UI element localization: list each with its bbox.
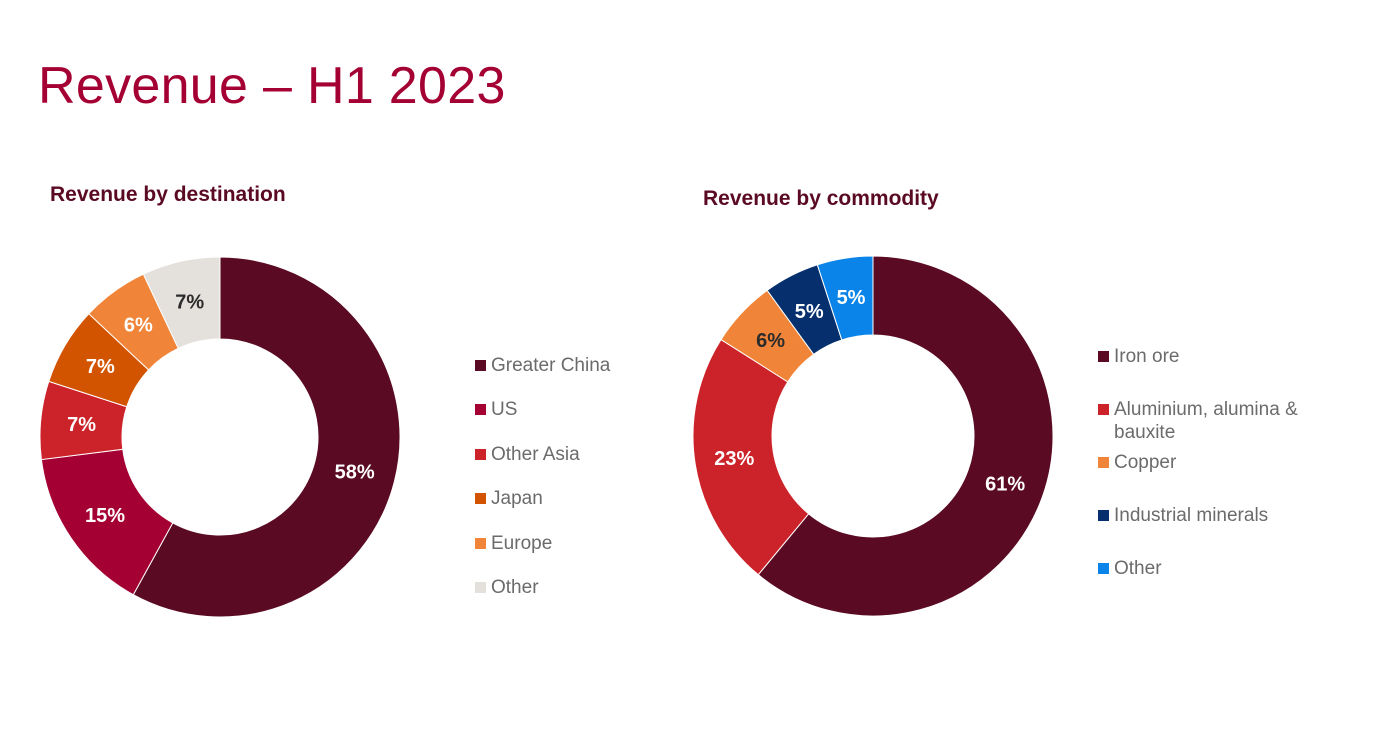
legend-swatch xyxy=(475,538,486,549)
commodity-chart-title: Revenue by commodity xyxy=(703,187,939,210)
legend-label: Other xyxy=(1114,558,1162,579)
legend-swatch xyxy=(1098,404,1109,415)
data-label-europe: 6% xyxy=(124,315,153,337)
legend-label: Greater China xyxy=(491,355,611,376)
legend-swatch xyxy=(1098,351,1109,362)
data-label-other: 7% xyxy=(175,291,204,313)
legend-swatch xyxy=(475,449,486,460)
legend-label: Iron ore xyxy=(1114,346,1180,367)
legend-label: Industrial minerals xyxy=(1114,505,1269,526)
legend-label: Japan xyxy=(491,488,543,509)
legend-label: Other xyxy=(491,577,539,598)
legend-label: Europe xyxy=(491,533,553,554)
legend-swatch xyxy=(475,360,486,371)
legend-swatch xyxy=(1098,457,1109,468)
legend-label: Aluminium, alumina & bauxite xyxy=(1114,399,1298,443)
destination-chart-title: Revenue by destination xyxy=(50,183,286,206)
legend-label: Other Asia xyxy=(491,444,580,465)
data-label-other: 5% xyxy=(837,287,866,309)
legend-label: Copper xyxy=(1114,452,1177,473)
commodity-donut-chart: 61% 23% 6% 5% 5% xyxy=(692,255,1054,617)
slice-other xyxy=(142,256,221,349)
data-label-iron-ore: 61% xyxy=(985,474,1025,496)
page-title: Revenue – H1 2023 xyxy=(38,57,506,115)
data-label-copper: 6% xyxy=(756,330,785,352)
legend-label: US xyxy=(491,399,518,420)
data-label-us: 15% xyxy=(85,505,125,527)
data-label-industrial-minerals: 5% xyxy=(795,301,824,323)
data-label-japan: 7% xyxy=(86,356,115,378)
legend-swatch xyxy=(1098,510,1109,521)
legend-swatch xyxy=(475,404,486,415)
destination-donut-chart: 58% 15% 7% 7% 6% 7% xyxy=(39,256,401,618)
slice-other xyxy=(816,255,874,341)
slice-greater-china xyxy=(132,256,401,618)
data-label-aluminium-alumina-bauxite: 23% xyxy=(714,448,754,470)
legend-swatch xyxy=(475,582,486,593)
slice-aluminium-alumina-bauxite xyxy=(692,338,810,576)
data-label-greater-china: 58% xyxy=(335,462,375,484)
slice-iron-ore xyxy=(757,255,1054,617)
data-label-other-asia: 7% xyxy=(67,414,96,436)
legend-swatch xyxy=(1098,563,1109,574)
legend-swatch xyxy=(475,493,486,504)
